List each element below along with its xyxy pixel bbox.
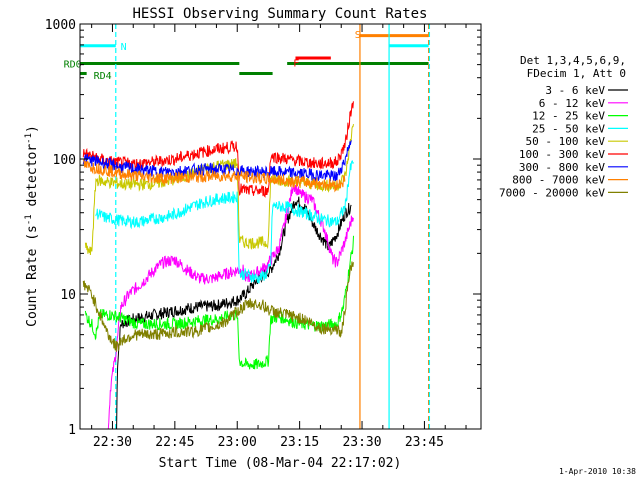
legend-entry-2: 12 - 25 keV [532,110,605,123]
series-line-3 [95,160,354,284]
axes: 1 10 100 1000 22:30 22:45 23:00 23:15 23:30 23:45 [45,18,482,450]
annotation-label-2: F [293,58,299,69]
y-tick-label-0: 1 [68,423,76,438]
footer-timestamp: 1-Apr-2010 10:38 [559,467,636,476]
y-axis-label-main: Count Rate (s [25,225,40,327]
legend-header-1: FDecim 1, Att 0 [527,67,626,80]
annotation-label-1: S [355,30,361,41]
x-tick-label-1: 22:45 [155,435,194,450]
legend-entry-6: 300 - 800 keV [519,161,605,174]
legend-entry-5: 100 - 300 keV [519,148,605,161]
annotation-label-4: RD4 [94,71,112,82]
series-line-0 [116,196,352,430]
chart-title: HESSI Observing Summary Count Rates [132,6,427,22]
y-axis-label-sup1: -1 [24,214,34,225]
series-line-7 [82,158,346,193]
plot-frame [79,23,482,430]
legend-entry-4: 50 - 100 keV [526,135,606,148]
series-line-1 [107,184,354,430]
y-tick-label-3: 1000 [45,18,76,33]
x-tick-label-3: 23:15 [280,435,319,450]
y-axis-label-end: ) [25,125,40,133]
series-line-4 [84,124,354,256]
x-tick-label-5: 23:45 [405,435,444,450]
x-tick-label-2: 23:00 [218,435,257,450]
annotation-label-3: RD0 [64,59,82,70]
legend-entry-0: 3 - 6 keV [545,84,605,97]
y-tick-label-2: 100 [53,153,76,168]
legend-entry-3: 25 - 50 keV [532,122,605,135]
legend-entry-8: 7000 - 20000 keV [499,186,605,199]
x-axis-label: Start Time (08-Mar-04 22:17:02) [159,456,402,471]
legend: Det 1,3,4,5,6,9,FDecim 1, Att 0 3 - 6 keV… [499,54,628,199]
legend-entry-1: 6 - 12 keV [539,97,606,110]
y-axis-label-sup2: -1 [24,133,34,144]
y-tick-label-1: 10 [60,288,76,303]
annotation-label-0: N [121,42,127,53]
legend-header-0: Det 1,3,4,5,6,9, [520,54,626,67]
series-line-6 [82,140,352,182]
x-tick-label-4: 23:30 [342,435,381,450]
series-line-8 [82,261,354,352]
y-axis-label: Count Rate (s-1 detector-1) [24,125,40,327]
x-tick-label-0: 22:30 [93,435,132,450]
y-axis-label-mid: detector [25,144,40,215]
legend-entry-7: 800 - 7000 keV [512,174,605,187]
plot-area: N S F RD0 RD4 [64,24,431,430]
